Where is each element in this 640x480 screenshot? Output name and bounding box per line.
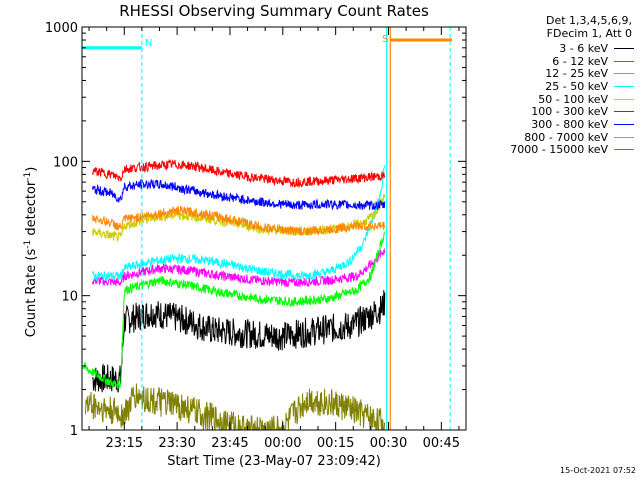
series-line [92,158,386,189]
x-tick-label: 00:30 [370,436,407,451]
plot-frame [81,26,467,431]
legend-item: 800 - 7000 keV [510,131,634,144]
ylabel-mid: detector [24,180,40,240]
y-axis-label: Count Rate (s-1 detector-1) [23,167,39,338]
legend-item: 7000 - 15000 keV [510,143,634,157]
series-line [92,205,386,236]
legend-header: Det 1,3,4,5,6,9, FDecim 1, Att 0 [546,14,632,40]
legend-label: 7000 - 15000 keV [510,143,608,157]
legend-swatch [614,98,634,100]
legend-swatch [614,111,634,113]
y-tick-label: 1 [70,424,78,439]
legend-swatch [614,85,634,87]
legend-swatch [614,60,634,62]
legend-label: 800 - 7000 keV [524,130,608,144]
legend-label: 100 - 300 keV [531,105,608,119]
legend-label: 6 - 12 keV [552,54,608,68]
series-line [92,289,386,393]
legend-item: 300 - 800 keV [510,118,634,131]
series-line [92,247,386,288]
legend-item: 3 - 6 keV [510,42,634,55]
legend-label: 12 - 25 keV [545,67,608,81]
series-line [92,165,386,282]
legend-item: 12 - 25 keV [510,67,634,80]
legend-header-line: Det 1,3,4,5,6,9, [545,14,632,27]
y-tick-label: 1000 [45,21,78,36]
x-tick-label: 00:45 [423,436,460,451]
legend-label: 25 - 50 keV [545,79,608,93]
y-tick-label: 10 [61,290,78,305]
series-line [85,383,386,432]
legend-label: 3 - 6 keV [559,41,608,55]
legend-swatch [614,136,634,138]
ylabel-exp2: -1 [22,171,33,181]
legend-item: 25 - 50 keV [510,80,634,93]
axis-layer: 1 10 100 1000 23:15 23:30 23:45 00:00 00:15 00:30… [45,21,466,451]
legend-swatch [614,123,634,125]
legend-header-line: FDecim 1, Att 0 [546,27,632,40]
legend-item: 50 - 100 keV [510,93,634,106]
ylabel-main: Count Rate (s [24,248,40,338]
series-line [92,178,386,211]
x-tick-label: 23:30 [158,436,195,451]
x-tick-label: 00:15 [317,436,354,451]
legend-swatch [614,47,634,49]
ylabel-exp1: -1 [22,239,33,249]
chart-title: RHESSI Observing Summary Count Rates [119,2,429,20]
timestamp: 15-Oct-2021 07:52 [560,466,636,475]
flag-label: N [145,38,152,49]
flag-label: S [382,34,388,45]
x-tick-label: 23:15 [106,436,143,451]
legend-item: 6 - 12 keV [510,55,634,68]
legend-label: 300 - 800 keV [531,117,608,131]
y-tick-label: 100 [53,155,78,170]
legend-label: 50 - 100 keV [538,92,608,106]
series-layer [81,158,386,432]
legend-item: 100 - 300 keV [510,105,634,118]
legend: 3 - 6 keV 6 - 12 keV 12 - 25 keV 25 - 50 ke… [510,42,634,156]
x-axis-label: Start Time (23-May-07 23:09:42) [167,454,381,469]
x-tick-label: 00:00 [264,436,301,451]
legend-swatch [614,149,634,151]
legend-swatch [614,73,634,75]
series-line [81,230,386,389]
ylabel-end: ) [24,166,40,172]
x-tick-label: 23:45 [211,436,248,451]
